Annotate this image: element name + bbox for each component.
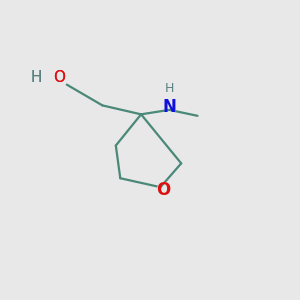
Text: O: O [156, 181, 171, 200]
Text: H: H [30, 70, 41, 85]
Text: O: O [53, 70, 65, 85]
Text: O: O [53, 70, 65, 85]
Text: O: O [156, 181, 170, 199]
Text: O: O [53, 68, 68, 86]
Text: N: N [162, 98, 177, 116]
Text: N: N [162, 98, 176, 116]
Text: H: H [28, 68, 41, 86]
Text: H: H [165, 82, 174, 95]
Text: H: H [30, 70, 41, 85]
Text: H: H [164, 80, 175, 95]
